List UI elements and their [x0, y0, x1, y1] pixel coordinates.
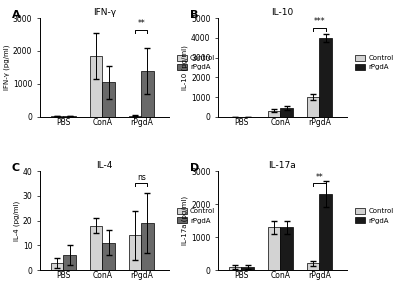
Bar — [268, 227, 280, 270]
Bar — [90, 226, 102, 270]
Bar — [51, 262, 63, 270]
Title: IL-4: IL-4 — [96, 161, 112, 170]
Legend: Control, rPgdA: Control, rPgdA — [354, 54, 394, 71]
Bar — [129, 116, 141, 117]
Y-axis label: IL-17a (pg/ml): IL-17a (pg/ml) — [182, 196, 188, 245]
Bar — [242, 267, 254, 270]
Y-axis label: IFN-γ (pg/ml): IFN-γ (pg/ml) — [4, 45, 10, 90]
Text: B: B — [190, 10, 198, 20]
Bar — [307, 263, 319, 270]
Title: IL-10: IL-10 — [271, 8, 294, 17]
Title: IFN-γ: IFN-γ — [93, 8, 116, 17]
Legend: Control, rPgdA: Control, rPgdA — [354, 207, 394, 224]
Text: ns: ns — [137, 172, 146, 182]
Bar — [141, 71, 154, 117]
Bar — [280, 108, 293, 117]
Bar — [51, 116, 63, 117]
Bar — [268, 111, 280, 117]
Bar — [229, 267, 242, 270]
Text: **: ** — [316, 172, 323, 182]
Y-axis label: IL-4 (pg/ml): IL-4 (pg/ml) — [13, 200, 20, 241]
Bar — [129, 236, 141, 270]
Bar — [319, 194, 332, 270]
Text: **: ** — [137, 20, 145, 28]
Bar — [307, 97, 319, 117]
Bar — [90, 56, 102, 117]
Bar — [102, 82, 115, 117]
Y-axis label: IL-10 (pg/ml): IL-10 (pg/ml) — [182, 45, 188, 90]
Text: ***: *** — [314, 17, 325, 26]
Bar — [141, 223, 154, 270]
Title: IL-17a: IL-17a — [268, 161, 296, 170]
Text: A: A — [12, 10, 20, 20]
Legend: Control, rPgdA: Control, rPgdA — [176, 54, 216, 71]
Bar — [319, 38, 332, 117]
Text: D: D — [190, 163, 199, 173]
Legend: Control, rPgdA: Control, rPgdA — [176, 207, 216, 224]
Text: C: C — [12, 163, 20, 173]
Bar — [63, 255, 76, 270]
Bar — [280, 227, 293, 270]
Bar — [102, 243, 115, 270]
Bar — [63, 116, 76, 117]
